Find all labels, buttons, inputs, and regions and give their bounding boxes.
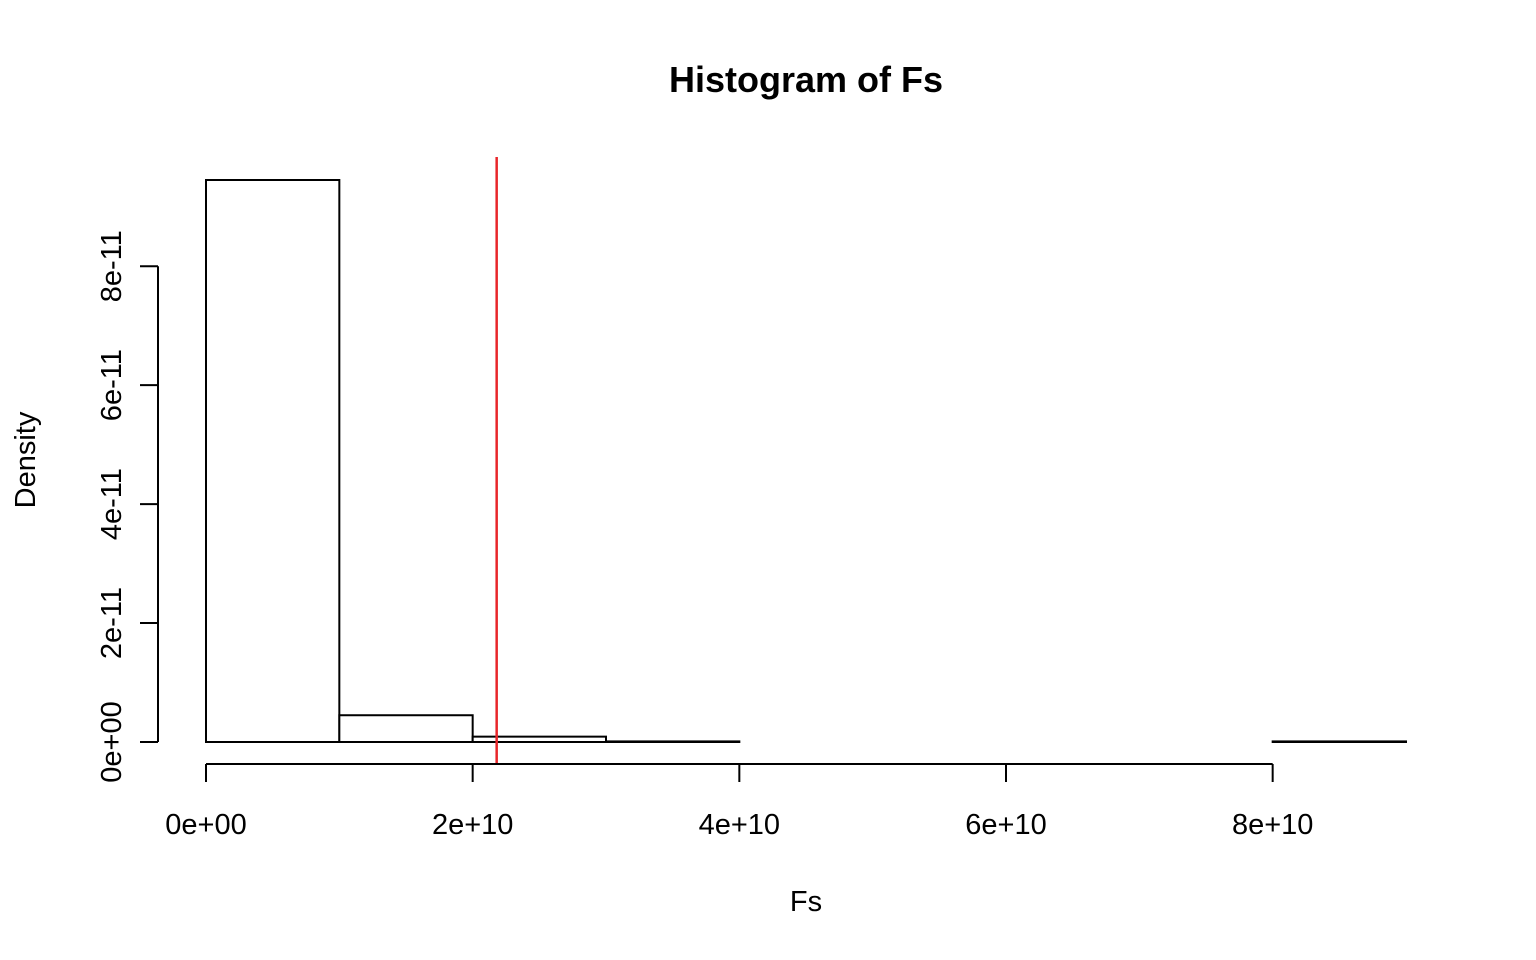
x-tick-label: 2e+10	[432, 809, 513, 841]
histogram-bar	[338, 714, 474, 744]
x-axis-label: Fs	[790, 886, 822, 918]
histogram-bar	[605, 740, 741, 743]
y-tick-label: 2e-11	[96, 587, 128, 659]
y-tick-label: 8e-11	[96, 230, 128, 302]
y-tick-label: 6e-11	[96, 349, 128, 421]
x-tick-label: 0e+00	[165, 809, 246, 841]
y-axis-ticks: 0e+00 2e-11 4e-11 6e-11 8e-11	[96, 230, 158, 783]
x-tick-label: 8e+10	[1232, 809, 1313, 841]
x-tick-label: 6e+10	[965, 809, 1046, 841]
x-axis-ticks: 0e+00 2e+10 4e+10 6e+10 8e+10	[165, 764, 1313, 841]
y-axis-label: Density	[10, 411, 42, 508]
histogram-bars	[205, 179, 1407, 744]
chart-title: Histogram of Fs	[669, 59, 943, 100]
histogram-bar	[471, 735, 607, 744]
y-tick-label: 4e-11	[96, 468, 128, 540]
histogram-bar	[205, 179, 341, 743]
x-tick-label: 4e+10	[699, 809, 780, 841]
y-tick-label: 0e+00	[96, 701, 128, 782]
histogram-bar	[1271, 740, 1407, 743]
